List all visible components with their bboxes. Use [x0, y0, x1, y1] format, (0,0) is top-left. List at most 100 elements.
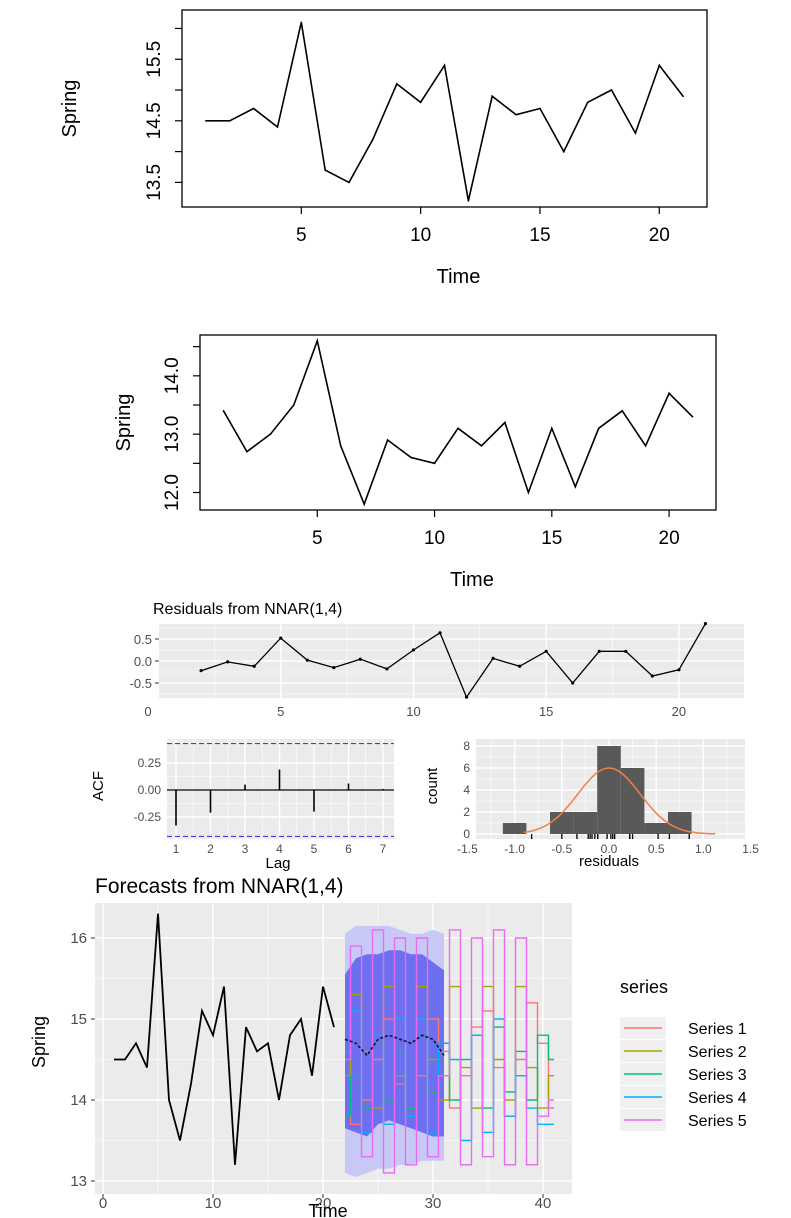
- legend-label: Series 5: [688, 1113, 747, 1130]
- x-tick-label: 0: [99, 1195, 107, 1212]
- data-point: [348, 181, 350, 184]
- residual-point: [703, 622, 708, 626]
- data-point: [610, 89, 613, 91]
- data-point: [252, 107, 255, 110]
- x-tick-label: 5: [296, 225, 307, 246]
- y-tick-label: 2: [463, 805, 470, 819]
- y-tick-label: 0.00: [138, 783, 162, 797]
- x-tick-label: 0.5: [648, 842, 665, 856]
- residual-point: [571, 681, 575, 685]
- y-tick-label: -0.5: [130, 676, 152, 691]
- forecast-mean-line: [344, 1034, 445, 1057]
- data-point: [222, 410, 225, 412]
- histogram-bar: [502, 823, 527, 834]
- panel-background: [167, 739, 394, 839]
- data-point: [658, 64, 661, 67]
- data-point: [269, 433, 272, 435]
- residual-point: [199, 669, 203, 673]
- x-tick-label: 30: [425, 1195, 442, 1212]
- data-point: [419, 101, 422, 104]
- series-line: [205, 22, 684, 201]
- data-point: [574, 485, 577, 488]
- residual-point: [411, 648, 416, 652]
- y-tick-label: 0.0: [134, 654, 152, 669]
- y-axis-label: count: [424, 767, 441, 805]
- data-point: [410, 456, 412, 459]
- y-axis-label: Spring: [113, 394, 135, 452]
- base-line-plot-2: 5 10 15 20 12.0 13.0 14.0 Time Spring: [113, 334, 717, 591]
- x-tick-label: 1.0: [695, 842, 712, 856]
- data-point: [586, 101, 589, 104]
- residual-point: [544, 649, 548, 653]
- data-point: [228, 120, 231, 122]
- data-point: [563, 150, 565, 153]
- y-axis-label: ACF: [90, 771, 107, 801]
- y-tick-label: 6: [463, 761, 470, 775]
- data-point: [634, 132, 637, 134]
- x-axis-label: Lag: [265, 855, 290, 872]
- y-tick-label: -0.25: [134, 810, 162, 824]
- y-tick-label: 12.0: [162, 474, 183, 511]
- series-line: [222, 337, 694, 507]
- residual-point: [226, 660, 230, 664]
- data-point: [300, 21, 303, 24]
- y-tick-label: 0: [463, 827, 470, 841]
- x-tick-label: 3: [242, 842, 249, 856]
- data-point: [395, 83, 398, 85]
- x-tick-label: 1: [173, 842, 180, 856]
- x-axis-label: residuals: [579, 853, 639, 870]
- residual-point: [305, 658, 309, 662]
- history-line: [114, 913, 335, 1165]
- forecast-plot: 0 10 20 30 40 13 14 15 16 Forecasts from NNAR(1,4…: [29, 875, 747, 1218]
- x-tick-label: 10: [406, 704, 420, 719]
- data-point: [515, 113, 517, 116]
- base-line-plot-1: 5 10 15 20 13.5 14.5 15.5 Time Spring: [59, 9, 708, 288]
- x-tick-label: 20: [649, 225, 670, 246]
- x-tick-label: 20: [672, 704, 686, 719]
- y-tick-label: 0.25: [138, 756, 162, 770]
- normal-density-curve: [523, 767, 716, 835]
- histogram-bar: [597, 746, 621, 834]
- data-point: [691, 415, 694, 418]
- data-point: [205, 120, 207, 122]
- x-tick-label: 20: [659, 528, 680, 549]
- residual-point: [650, 674, 654, 678]
- legend-label: Series 1: [688, 1021, 747, 1038]
- y-axis-label: Spring: [59, 80, 81, 138]
- data-point: [597, 427, 600, 430]
- x-tick-label: 0: [144, 704, 151, 719]
- plot-frame: [181, 9, 708, 208]
- residual-point: [624, 649, 628, 653]
- simulated-series-5: [345, 929, 554, 1174]
- x-tick-label: 2: [207, 842, 214, 856]
- histogram-bar: [667, 812, 692, 834]
- legend-label: Series 2: [688, 1044, 747, 1061]
- residual-point: [332, 666, 336, 670]
- y-tick-label: 4: [463, 783, 470, 797]
- acf-plot: 1 2 3 4 5 6 7 0.25 0.00 -0.25 Lag ACF: [90, 739, 394, 872]
- residual-line: [200, 623, 707, 699]
- residuals-time-plot: 0 5 10 15 20 0.5 0.0 -0.5 Residuals from NNAR(1,…: [130, 601, 744, 719]
- data-point: [668, 392, 670, 395]
- data-point: [363, 503, 365, 505]
- residual-point: [491, 656, 495, 660]
- data-point: [491, 95, 494, 97]
- data-point: [372, 138, 374, 141]
- data-point: [504, 421, 506, 424]
- chart-title: Residuals from NNAR(1,4): [153, 601, 342, 618]
- x-tick-label: 5: [312, 528, 323, 549]
- x-tick-label: -0.5: [551, 842, 572, 856]
- residual-point: [279, 636, 283, 640]
- data-point: [457, 427, 459, 430]
- data-point: [621, 410, 623, 412]
- x-tick-label: 10: [205, 1195, 222, 1212]
- y-tick-label: 13.0: [162, 416, 183, 453]
- x-tick-label: -1.5: [457, 842, 478, 856]
- x-tick-label: 5: [277, 704, 284, 719]
- x-tick-label: 6: [345, 842, 352, 856]
- x-tick-label: 40: [535, 1195, 552, 1212]
- y-tick-label: 14: [70, 1092, 87, 1109]
- y-axis-label: Spring: [29, 1016, 49, 1068]
- data-point: [480, 445, 483, 447]
